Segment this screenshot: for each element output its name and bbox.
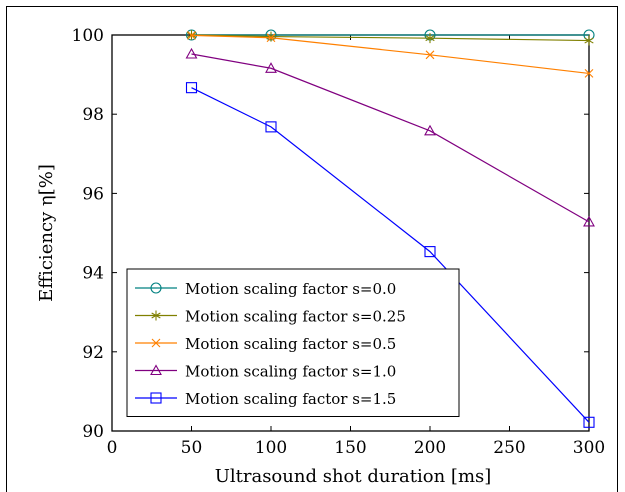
series-0 bbox=[185, 29, 595, 41]
data-point bbox=[425, 50, 435, 60]
x-tick-label: 0 bbox=[107, 438, 118, 458]
data-point bbox=[425, 33, 435, 44]
y-tick-label: 96 bbox=[82, 184, 104, 204]
legend-item: Motion scaling factor s=0.25 bbox=[135, 308, 406, 326]
legend-item: Motion scaling factor s=0.5 bbox=[135, 335, 396, 353]
legend-label: Motion scaling factor s=1.0 bbox=[185, 363, 396, 381]
y-tick-label: 90 bbox=[82, 422, 104, 442]
data-point bbox=[265, 121, 277, 133]
legend-label: Motion scaling factor s=0.0 bbox=[185, 280, 396, 298]
data-point bbox=[265, 62, 277, 73]
x-tick-label: 100 bbox=[255, 438, 287, 458]
data-point bbox=[185, 82, 198, 94]
series-2 bbox=[187, 31, 594, 78]
legend-label: Motion scaling factor s=0.5 bbox=[185, 335, 396, 353]
series-line bbox=[191, 34, 590, 42]
data-point bbox=[424, 246, 436, 258]
plot-area: 0 50 100 150 200 250 300 90 92 94 96 98 100 Motion sc… bbox=[72, 26, 606, 458]
series-line bbox=[191, 34, 590, 75]
series-4 bbox=[185, 82, 595, 428]
legend-marker bbox=[150, 392, 162, 404]
data-point bbox=[424, 124, 436, 136]
data-point bbox=[584, 35, 594, 46]
y-tick-label: 98 bbox=[82, 105, 104, 125]
series-line bbox=[191, 53, 590, 223]
legend: Motion scaling factor s=0.0 Motion scalin… bbox=[126, 268, 460, 417]
legend-item: Motion scaling factor s=1.0 bbox=[135, 363, 396, 381]
x-tick-label: 50 bbox=[181, 438, 203, 458]
series-line bbox=[191, 87, 590, 423]
y-tick-label: 100 bbox=[72, 26, 104, 46]
data-point bbox=[187, 31, 196, 40]
data-point bbox=[185, 47, 198, 59]
series-3 bbox=[185, 47, 595, 227]
legend-marker bbox=[150, 282, 162, 294]
legend-item: Motion scaling factor s=1.5 bbox=[135, 390, 396, 408]
x-tick-label: 150 bbox=[334, 438, 366, 458]
legend-label: Motion scaling factor s=1.5 bbox=[185, 390, 396, 408]
data-point bbox=[583, 215, 595, 227]
legend-label: Motion scaling factor s=0.25 bbox=[185, 308, 406, 326]
data-point bbox=[583, 416, 595, 428]
x-tick-label: 250 bbox=[493, 438, 525, 458]
y-axis-label: Efficiency η[%] bbox=[36, 164, 57, 302]
data-point bbox=[584, 69, 594, 78]
legend-box bbox=[126, 268, 460, 417]
legend-marker bbox=[151, 338, 161, 348]
y-tick-label: 94 bbox=[82, 264, 104, 284]
y-tick-label: 92 bbox=[82, 343, 104, 363]
legend-marker bbox=[150, 364, 162, 376]
x-tick-label: 300 bbox=[573, 438, 605, 458]
legend-marker bbox=[151, 310, 161, 321]
data-point bbox=[266, 33, 276, 43]
x-axis-label: Ultrasound shot duration [ms] bbox=[215, 466, 492, 487]
series-1 bbox=[186, 30, 594, 46]
legend-item: Motion scaling factor s=0.0 bbox=[135, 280, 396, 298]
x-tick-label: 200 bbox=[414, 438, 446, 458]
